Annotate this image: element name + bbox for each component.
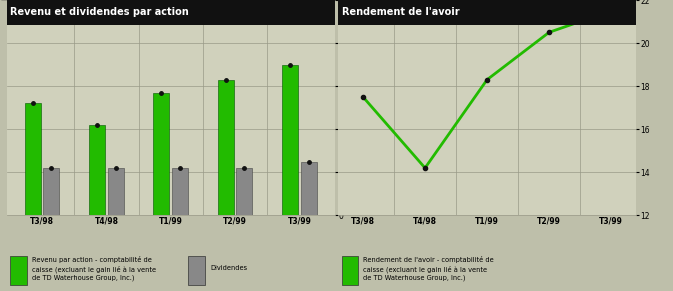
- Bar: [25, 103, 41, 215]
- Text: (en dollars): (en dollars): [10, 6, 54, 15]
- Bar: [172, 168, 188, 215]
- Text: Revenu et dividendes par action: Revenu et dividendes par action: [10, 7, 189, 17]
- Bar: [236, 168, 252, 215]
- Text: Revenu par action - comptabilité de
caisse (excluant le gain lié à la vente
de T: Revenu par action - comptabilité de cais…: [32, 256, 155, 281]
- Text: (en pourcentage): (en pourcentage): [341, 6, 408, 15]
- Text: Rendement de l'avoir: Rendement de l'avoir: [341, 7, 459, 17]
- Bar: [282, 65, 298, 215]
- Text: Dividendes: Dividendes: [210, 265, 247, 271]
- Bar: [43, 168, 59, 215]
- Bar: [108, 168, 124, 215]
- Text: Rendement de l'avoir - comptabilité de
caisse (excluant le gain lié à la vente
d: Rendement de l'avoir - comptabilité de c…: [363, 256, 494, 281]
- Bar: [153, 93, 170, 215]
- Bar: [301, 162, 317, 215]
- Bar: [89, 125, 105, 215]
- Bar: [218, 80, 234, 215]
